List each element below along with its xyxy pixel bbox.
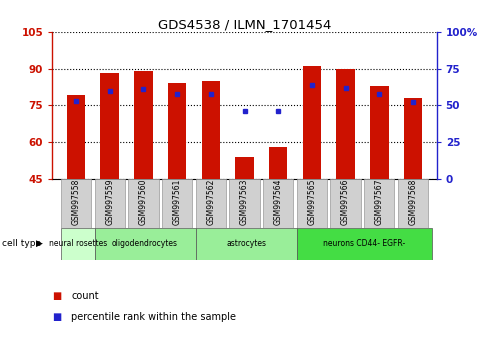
Text: GSM997558: GSM997558 [71, 179, 80, 225]
Text: ▶: ▶ [36, 239, 43, 249]
Bar [67, 96, 85, 179]
Text: GSM997561: GSM997561 [173, 179, 182, 225]
Text: GSM997562: GSM997562 [206, 179, 215, 225]
Bar [162, 179, 192, 228]
Text: GSM997563: GSM997563 [240, 179, 249, 225]
Text: GSM997564: GSM997564 [274, 179, 283, 225]
Text: GSM997566: GSM997566 [341, 179, 350, 225]
Bar [297, 228, 432, 260]
Text: oligodendrocytes: oligodendrocytes [112, 239, 178, 249]
Bar [202, 81, 220, 179]
Bar [61, 228, 94, 260]
Bar [61, 179, 91, 228]
Text: neural rosettes: neural rosettes [48, 239, 107, 249]
Text: ■: ■ [52, 291, 62, 301]
Text: GSM997568: GSM997568 [409, 179, 418, 225]
Bar [336, 69, 355, 179]
Title: GDS4538 / ILMN_1701454: GDS4538 / ILMN_1701454 [158, 18, 331, 31]
Bar [196, 228, 297, 260]
Text: astrocytes: astrocytes [226, 239, 266, 249]
Bar [100, 73, 119, 179]
Text: count: count [71, 291, 99, 301]
Text: cell type: cell type [2, 239, 41, 249]
Bar [263, 179, 293, 228]
Bar [330, 179, 361, 228]
Text: GSM997560: GSM997560 [139, 179, 148, 225]
Bar [398, 179, 428, 228]
Bar [297, 179, 327, 228]
Text: ■: ■ [52, 312, 62, 322]
Bar [370, 86, 389, 179]
Bar [303, 66, 321, 179]
Bar [364, 179, 395, 228]
Text: GSM997567: GSM997567 [375, 179, 384, 225]
Bar [196, 179, 226, 228]
Bar [230, 179, 259, 228]
Bar [94, 228, 196, 260]
Bar [134, 71, 153, 179]
Bar [235, 156, 254, 179]
Bar [168, 83, 186, 179]
Text: percentile rank within the sample: percentile rank within the sample [71, 312, 237, 322]
Text: neurons CD44- EGFR-: neurons CD44- EGFR- [323, 239, 405, 249]
Text: GSM997565: GSM997565 [307, 179, 316, 225]
Bar [269, 147, 287, 179]
Text: GSM997559: GSM997559 [105, 179, 114, 225]
Bar [404, 98, 422, 179]
Bar [128, 179, 159, 228]
Bar [94, 179, 125, 228]
